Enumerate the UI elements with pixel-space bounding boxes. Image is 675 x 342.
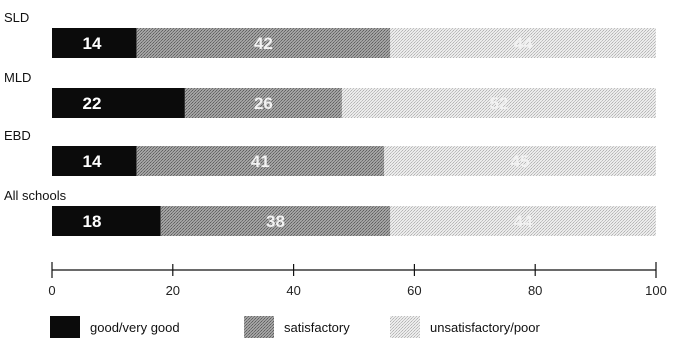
category-label-sld: SLD: [4, 10, 29, 25]
data-label-ebd-good-very-good: 14: [83, 152, 102, 171]
legend-swatch-satisfactory: [244, 316, 274, 338]
data-label-mld-good-very-good: 22: [83, 94, 102, 113]
bar-mld-good-very-good: [52, 88, 185, 118]
x-tick-label-60: 60: [407, 283, 421, 298]
legend-swatch-unsatisfactory-poor: [390, 316, 420, 338]
x-tick-label-80: 80: [528, 283, 542, 298]
data-label-ebd-satisfactory: 41: [251, 152, 270, 171]
bar-all-schools-good-very-good: [52, 206, 161, 236]
bars-group: SLD 14 42 44 MLD 22 26 52 EBD 14 41 45 All schools 18…: [4, 10, 656, 236]
legend-label-unsatisfactory-poor: unsatisfactory/poor: [430, 320, 541, 335]
bar-sld-satisfactory: [136, 28, 391, 58]
bar-sld-good-very-good: [52, 28, 137, 58]
data-label-ebd-unsatisfactory-poor: 45: [511, 152, 530, 171]
data-label-sld-satisfactory: 42: [254, 34, 273, 53]
bar-all-schools-satisfactory: [160, 206, 391, 236]
data-label-all-schools-unsatisfactory-poor: 44: [514, 212, 533, 231]
x-tick-label-40: 40: [286, 283, 300, 298]
data-label-mld-unsatisfactory-poor: 52: [489, 94, 508, 113]
x-tick-label-100: 100: [645, 283, 667, 298]
legend-label-good-very-good: good/very good: [90, 320, 180, 335]
data-label-all-schools-good-very-good: 18: [83, 212, 102, 231]
category-label-ebd: EBD: [4, 128, 31, 143]
bar-ebd-good-very-good: [52, 146, 137, 176]
x-tick-label-0: 0: [48, 283, 55, 298]
x-tick-label-20: 20: [166, 283, 180, 298]
data-label-mld-satisfactory: 26: [254, 94, 273, 113]
bar-ebd-unsatisfactory-poor: [384, 146, 656, 176]
bar-all-schools-unsatisfactory-poor: [390, 206, 656, 236]
legend-label-satisfactory: satisfactory: [284, 320, 350, 335]
legend-swatch-good-very-good: [50, 316, 80, 338]
bar-ebd-satisfactory: [136, 146, 385, 176]
data-label-all-schools-satisfactory: 38: [266, 212, 285, 231]
data-label-sld-good-very-good: 14: [83, 34, 102, 53]
bar-mld-unsatisfactory-poor: [341, 88, 656, 118]
x-axis: 0 20 40 60 80 100: [48, 262, 667, 298]
legend: good/very good satisfactory unsatisfactory…: [50, 316, 541, 338]
bar-mld-satisfactory: [184, 88, 342, 118]
bar-sld-unsatisfactory-poor: [390, 28, 656, 58]
data-label-sld-unsatisfactory-poor: 44: [514, 34, 533, 53]
category-label-mld: MLD: [4, 70, 31, 85]
category-label-all-schools: All schools: [4, 188, 67, 203]
